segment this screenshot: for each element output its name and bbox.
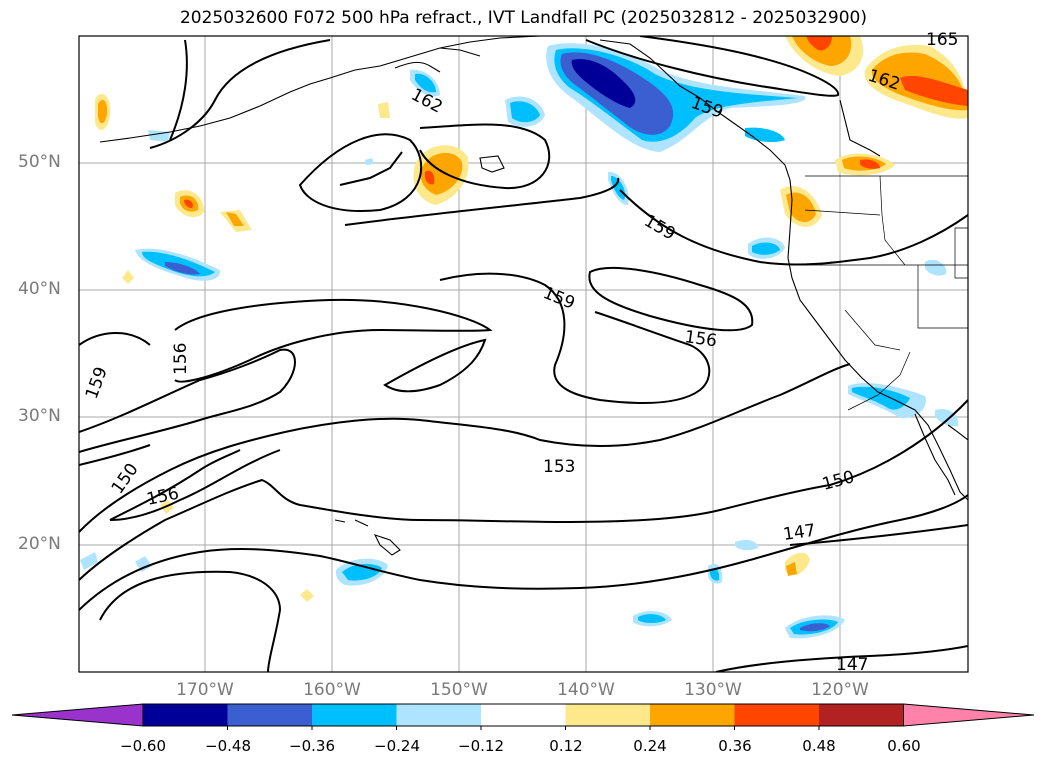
lat-label-20n: 20°N: [18, 534, 61, 554]
colorbar-tick-label: −0.12: [458, 737, 504, 755]
colorbar-tick-label: 0.12: [549, 737, 583, 755]
negative-anomaly-gulf-alaska: [546, 43, 806, 152]
colorbar-segment: [396, 704, 482, 726]
colorbar-segment: [650, 704, 735, 726]
contour-label: 147: [836, 655, 868, 675]
lon-label-120w: 120°W: [811, 680, 869, 700]
colorbar-tick-label: 0.36: [718, 737, 752, 755]
filled-anomalies: [80, 36, 968, 639]
graticule: [79, 36, 968, 672]
coastlines: [99, 36, 968, 556]
colorbar-segment: [481, 704, 566, 726]
contour-label: 156: [145, 484, 181, 510]
positive-anomaly-northeast: [780, 36, 968, 227]
lon-label-140w: 140°W: [557, 680, 615, 700]
contour-label: 153: [543, 457, 575, 477]
colorbar-tick-label: 0.48: [802, 737, 836, 755]
colorbar-extend-high: [903, 703, 1035, 727]
colorbar: [11, 703, 1035, 730]
lat-label-30n: 30°N: [18, 406, 61, 426]
colorbar-outline: [142, 703, 904, 727]
contour-lines: [79, 36, 968, 672]
contour-label: 150: [108, 460, 143, 498]
lon-label-130w: 130°W: [684, 680, 742, 700]
map-frame: [78, 35, 969, 673]
colorbar-segment: [312, 704, 397, 726]
contour-label: 162: [408, 85, 446, 118]
colorbar-tick-label: −0.24: [374, 737, 420, 755]
colorbar-tick-label: −0.36: [289, 737, 335, 755]
lat-label-40n: 40°N: [18, 279, 61, 299]
contour-label: 156: [683, 327, 718, 351]
state-borders: [800, 175, 968, 411]
contour-label: 150: [820, 467, 857, 495]
colorbar-segment: [143, 704, 228, 726]
lon-label-170w: 170°W: [176, 680, 234, 700]
map-title: 2025032600 F072 500 hPa refract., IVT La…: [179, 8, 867, 28]
contour-labels: 165 162 162 159 159 159 159 156 156 156 …: [82, 30, 959, 675]
lon-label-150w: 150°W: [430, 680, 488, 700]
colorbar-segment: [227, 704, 313, 726]
colorbar-extend-low: [11, 703, 144, 727]
lon-label-160w: 160°W: [303, 680, 361, 700]
contour-label: 147: [782, 521, 817, 545]
colorbar-tick-label: −0.48: [205, 737, 251, 755]
colorbar-segment: [734, 704, 820, 726]
contour-label: 156: [171, 343, 191, 375]
colorbar-segment: [819, 704, 904, 726]
lat-label-50n: 50°N: [18, 152, 61, 172]
colorbar-segment: [565, 704, 651, 726]
negative-anomaly-scattered: [80, 69, 959, 639]
contour-label: 159: [82, 364, 112, 401]
contour-label: 159: [641, 211, 679, 245]
contour-label: 159: [540, 283, 578, 314]
colorbar-tick-label: 0.24: [633, 737, 667, 755]
colorbar-tick-label: −0.60: [120, 737, 166, 755]
contour-label: 165: [926, 30, 958, 50]
colorbar-tick-label: 0.60: [887, 737, 921, 755]
